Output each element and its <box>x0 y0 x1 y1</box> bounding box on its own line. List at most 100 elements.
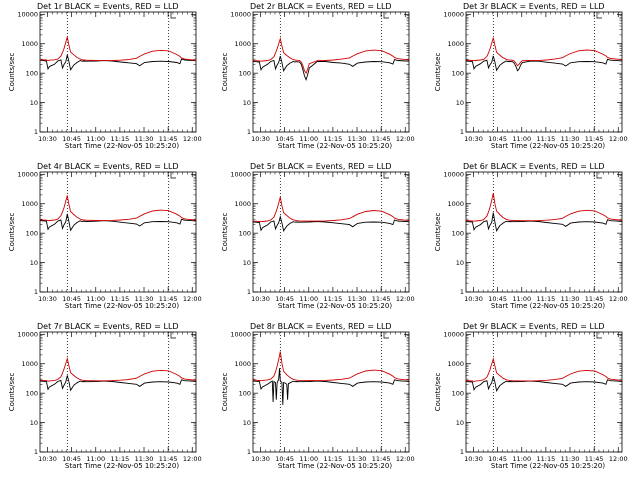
detector-panel: Det 5r BLACK = Events, RED = LLD 1 10 100 10… <box>213 160 426 320</box>
x-tick-label: 10:30 <box>464 295 483 303</box>
x-tick-label: 10:45 <box>62 295 81 303</box>
lld-series-line <box>465 193 623 222</box>
x-tick-label: 10:30 <box>251 455 270 463</box>
x-tick-label: 11:45 <box>159 135 178 143</box>
panel-title: Det 8r BLACK = Events, RED = LLD <box>250 322 392 331</box>
lld-series-line <box>252 196 410 223</box>
panel-title: Det 3r BLACK = Events, RED = LLD <box>463 2 605 11</box>
x-tick-label: 10:45 <box>488 295 507 303</box>
plot-frame <box>465 331 623 453</box>
y-tick-label: 10000 <box>443 171 464 179</box>
top-marker <box>596 12 602 19</box>
y-tick-label: 1000 <box>21 40 38 48</box>
x-tick-label: 11:00 <box>299 455 318 463</box>
x-tick-label: 11:00 <box>86 455 105 463</box>
detector-chart: Det 2r BLACK = Events, RED = LLD 1 10 100 10… <box>221 2 415 150</box>
x-tick-label: 10:30 <box>464 135 483 143</box>
top-marker <box>170 332 176 339</box>
y-axis-label: Counts/sec <box>221 213 229 252</box>
y-tick-label: 10000 <box>230 331 251 339</box>
x-tick-label: 11:00 <box>86 135 105 143</box>
x-axis-label: Start Time (22-Nov-05 10:25:20) <box>491 462 605 470</box>
x-tick-label: 10:45 <box>62 455 81 463</box>
plot-frame <box>39 171 197 293</box>
top-marker <box>170 12 176 19</box>
y-tick-label: 1000 <box>447 40 464 48</box>
lld-series-line <box>39 195 197 222</box>
y-tick-label: 10 <box>456 419 464 427</box>
y-axis-label: Counts/sec <box>8 213 16 252</box>
y-tick-label: 100 <box>239 69 251 77</box>
detector-chart: Det 1r BLACK = Events, RED = LLD 1 10 100 10… <box>8 2 202 150</box>
y-axis-label: Counts/sec <box>8 53 16 92</box>
panel-title: Det 4r BLACK = Events, RED = LLD <box>37 162 179 171</box>
events-series-line <box>39 213 197 232</box>
x-tick-label: 12:00 <box>396 135 415 143</box>
x-tick-label: 12:00 <box>609 455 628 463</box>
events-series-line <box>465 212 623 233</box>
x-tick-label: 11:15 <box>537 295 556 303</box>
plot-frame <box>39 331 197 453</box>
top-marker <box>596 172 602 179</box>
events-series-line <box>465 55 623 72</box>
y-tick-label: 100 <box>452 229 464 237</box>
x-tick-label: 11:30 <box>135 135 154 143</box>
y-tick-label: 1 <box>247 128 251 136</box>
x-tick-label: 11:45 <box>585 455 604 463</box>
y-tick-label: 100 <box>26 389 38 397</box>
lld-series-line <box>39 36 197 62</box>
x-tick-label: 11:30 <box>561 455 580 463</box>
y-axis-label: Counts/sec <box>221 53 229 92</box>
x-tick-label: 10:45 <box>275 135 294 143</box>
detector-chart: Det 9r BLACK = Events, RED = LLD 1 10 100 10… <box>434 322 628 470</box>
y-tick-label: 10 <box>456 259 464 267</box>
y-tick-label: 10000 <box>443 11 464 19</box>
events-series-line <box>252 215 410 232</box>
x-tick-label: 11:00 <box>512 295 531 303</box>
y-tick-label: 1 <box>247 448 251 456</box>
y-axis-label: Counts/sec <box>434 53 442 92</box>
detector-panel: Det 3r BLACK = Events, RED = LLD 1 10 100 10… <box>426 0 639 160</box>
x-axis-label: Start Time (22-Nov-05 10:25:20) <box>65 462 179 470</box>
panel-title: Det 7r BLACK = Events, RED = LLD <box>37 322 179 331</box>
y-tick-label: 1000 <box>21 200 38 208</box>
x-tick-label: 12:00 <box>183 135 202 143</box>
top-marker <box>170 172 176 179</box>
y-axis-label: Counts/sec <box>434 213 442 252</box>
y-tick-label: 10 <box>30 99 38 107</box>
x-tick-label: 11:15 <box>537 455 556 463</box>
x-tick-label: 10:30 <box>38 135 57 143</box>
x-tick-label: 11:30 <box>135 295 154 303</box>
y-tick-label: 10 <box>243 259 251 267</box>
y-tick-label: 1000 <box>447 360 464 368</box>
x-tick-label: 12:00 <box>183 455 202 463</box>
top-marker <box>383 172 389 179</box>
y-axis-label: Counts/sec <box>434 373 442 412</box>
x-tick-label: 12:00 <box>396 295 415 303</box>
y-tick-label: 1 <box>460 288 464 296</box>
x-tick-label: 11:15 <box>324 295 343 303</box>
y-tick-label: 1000 <box>234 40 251 48</box>
x-tick-label: 10:30 <box>38 295 57 303</box>
x-tick-label: 12:00 <box>183 295 202 303</box>
x-tick-label: 10:45 <box>62 135 81 143</box>
top-marker <box>596 332 602 339</box>
events-series-line <box>252 368 410 405</box>
x-tick-label: 11:15 <box>111 135 130 143</box>
y-tick-label: 10000 <box>17 171 38 179</box>
detector-panel: Det 7r BLACK = Events, RED = LLD 1 10 100 10… <box>0 320 213 480</box>
y-tick-label: 1 <box>247 288 251 296</box>
y-tick-label: 10 <box>243 99 251 107</box>
x-tick-label: 11:00 <box>512 455 531 463</box>
events-series-line <box>39 54 197 71</box>
y-tick-label: 10 <box>243 419 251 427</box>
y-tick-label: 1 <box>34 448 38 456</box>
x-tick-label: 11:00 <box>299 295 318 303</box>
x-tick-label: 11:15 <box>324 135 343 143</box>
y-tick-label: 100 <box>452 69 464 77</box>
detector-panel: Det 4r BLACK = Events, RED = LLD 1 10 100 10… <box>0 160 213 320</box>
x-tick-label: 11:45 <box>372 295 391 303</box>
y-tick-label: 100 <box>452 389 464 397</box>
x-tick-label: 11:30 <box>561 135 580 143</box>
